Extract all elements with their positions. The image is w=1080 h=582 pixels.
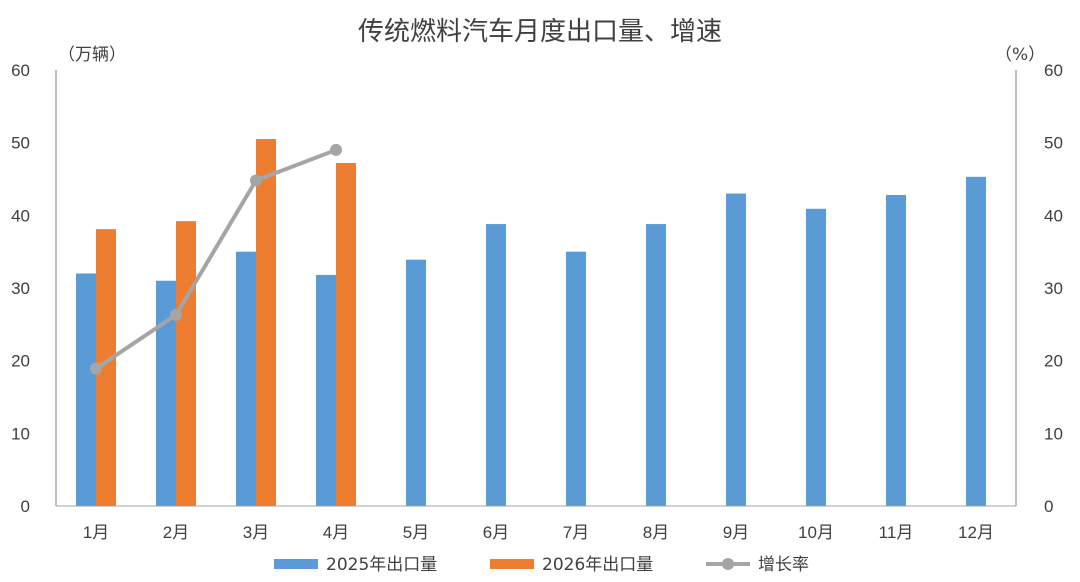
line-point-0-3 [330, 143, 342, 156]
line-point-0-0 [90, 362, 102, 375]
bar-0-7 [646, 224, 666, 506]
x-tick-label: 10月 [798, 523, 834, 542]
legend-label: 增长率 [758, 555, 809, 575]
x-tick-label: 2月 [163, 523, 189, 542]
legend-bar-swatch [490, 559, 534, 569]
x-tick-label: 12月 [958, 523, 994, 542]
x-tick-label: 3月 [243, 523, 269, 542]
legend-label: 2026年出口量 [542, 555, 653, 575]
x-tick-label: 1月 [83, 523, 109, 542]
y-right-tick-label: 30 [1044, 279, 1063, 298]
x-tick-label: 6月 [483, 523, 509, 542]
bar-1-1 [176, 221, 196, 506]
line-point-0-1 [170, 308, 182, 321]
bar-0-4 [406, 259, 426, 506]
bars-group [76, 139, 986, 507]
bar-1-2 [256, 139, 276, 507]
x-tick-label: 5月 [403, 523, 429, 542]
bar-0-1 [156, 280, 176, 506]
legend-label: 2025年出口量 [326, 555, 437, 575]
x-tick-label: 4月 [323, 523, 349, 542]
bar-0-9 [806, 208, 826, 506]
bar-0-11 [966, 176, 986, 506]
bar-0-5 [486, 224, 506, 506]
legend-bar-swatch [274, 559, 318, 569]
x-tick-label: 11月 [879, 523, 914, 542]
x-tick-label: 7月 [563, 523, 589, 542]
y-left-tick-label: 40 [11, 206, 30, 225]
x-tick-label: 8月 [643, 523, 669, 542]
line-series-0 [94, 148, 337, 371]
y-left-tick-label: 60 [11, 61, 30, 80]
y-right-tick-label: 40 [1044, 206, 1063, 225]
legend-line-marker [722, 558, 734, 570]
y-left-tick-label: 0 [21, 497, 30, 516]
y-left-tick-label: 10 [11, 424, 30, 443]
ticks-group: 0 10 20 30 40 50 60 0 10 20 30 40 50 60 1月 2月 3月 4月 5月 6月 7月… [11, 61, 1063, 542]
y-left-tick-label: 20 [11, 352, 30, 371]
x-tick-label: 9月 [723, 523, 749, 542]
bar-0-6 [566, 251, 586, 506]
y-right-tick-label: 20 [1044, 352, 1063, 371]
y-right-tick-label: 10 [1044, 424, 1063, 443]
left-axis-unit: （万辆） [58, 45, 126, 65]
bar-0-2 [236, 251, 256, 506]
y-right-tick-label: 60 [1044, 61, 1063, 80]
bar-0-8 [726, 193, 746, 507]
right-axis-unit: （%） [995, 45, 1045, 65]
line-series-group [90, 143, 342, 375]
chart-title: 传统燃料汽车月度出口量、增速 [358, 17, 722, 47]
bar-0-0 [76, 273, 96, 506]
y-right-tick-label: 0 [1044, 497, 1053, 516]
bar-0-10 [886, 194, 906, 506]
legend: 2025年出口量 2026年出口量 增长率 [274, 555, 809, 575]
bar-1-0 [96, 229, 116, 506]
line-point-0-2 [250, 174, 262, 187]
y-right-tick-label: 50 [1044, 134, 1063, 153]
bar-0-3 [316, 274, 336, 506]
y-left-tick-label: 50 [11, 134, 30, 153]
y-left-tick-label: 30 [11, 279, 30, 298]
bar-1-3 [336, 163, 356, 506]
